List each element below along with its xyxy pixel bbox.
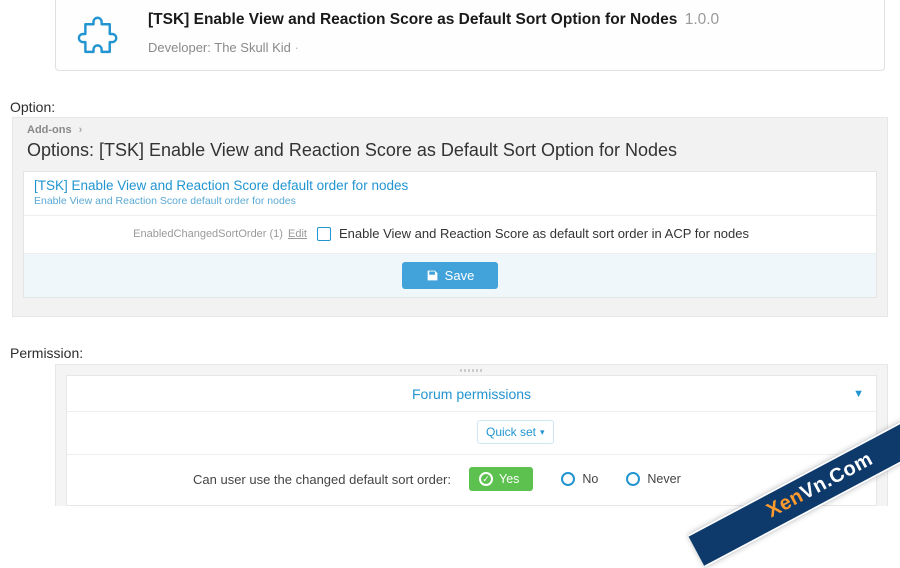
drag-handle-icon[interactable] bbox=[56, 365, 887, 375]
options-card: [TSK] Enable View and Reaction Score def… bbox=[23, 171, 877, 298]
option-label: Enable View and Reaction Score as defaul… bbox=[339, 226, 749, 241]
save-button[interactable]: Save bbox=[402, 262, 499, 289]
addon-title: [TSK] Enable View and Reaction Score as … bbox=[148, 10, 719, 30]
permission-option-never[interactable]: Never bbox=[626, 472, 680, 486]
section-label-permission: Permission: bbox=[10, 345, 900, 361]
option-row: EnabledChangedSortOrder (1) Edit Enable … bbox=[24, 216, 876, 254]
permission-row-label: Can user use the changed default sort or… bbox=[77, 472, 469, 487]
developer-name: The Skull Kid bbox=[214, 40, 291, 55]
quick-set-label: Quick set bbox=[486, 425, 536, 439]
save-button-label: Save bbox=[445, 268, 475, 283]
puzzle-icon bbox=[70, 8, 130, 56]
permission-no-label: No bbox=[582, 472, 598, 486]
radio-icon bbox=[561, 472, 575, 486]
permission-never-label: Never bbox=[647, 472, 680, 486]
check-circle-icon bbox=[479, 472, 493, 486]
permission-yes-label: Yes bbox=[499, 472, 519, 486]
addon-title-text: [TSK] Enable View and Reaction Score as … bbox=[148, 11, 677, 28]
section-label-option: Option: bbox=[10, 99, 900, 115]
permission-option-no[interactable]: No bbox=[561, 472, 598, 486]
options-heading: Options: [TSK] Enable View and Reaction … bbox=[13, 138, 887, 171]
option-key-cell: EnabledChangedSortOrder (1) Edit bbox=[34, 228, 317, 240]
options-panel: Add-ons › Options: [TSK] Enable View and… bbox=[12, 117, 888, 317]
save-icon bbox=[426, 269, 439, 282]
caret-down-icon: ▾ bbox=[540, 427, 545, 438]
option-group-subtitle: Enable View and Reaction Score default o… bbox=[34, 195, 866, 207]
breadcrumb-item[interactable]: Add-ons bbox=[27, 124, 72, 136]
breadcrumb[interactable]: Add-ons › bbox=[13, 118, 887, 138]
option-control: Enable View and Reaction Score as defaul… bbox=[317, 226, 749, 241]
developer-label: Developer: bbox=[148, 40, 211, 55]
option-group-title: [TSK] Enable View and Reaction Score def… bbox=[34, 178, 866, 193]
permission-options: Yes No Never bbox=[469, 467, 681, 491]
chevron-down-icon: ▼ bbox=[853, 388, 864, 400]
option-group-header[interactable]: [TSK] Enable View and Reaction Score def… bbox=[24, 172, 876, 216]
permission-row: Can user use the changed default sort or… bbox=[67, 455, 876, 505]
option-edit-link[interactable]: Edit bbox=[288, 228, 307, 240]
permission-section-title: Forum permissions bbox=[412, 386, 531, 402]
addon-header-card: [TSK] Enable View and Reaction Score as … bbox=[55, 0, 885, 71]
addon-developer: Developer: The Skull Kid bbox=[148, 40, 719, 55]
permission-option-yes[interactable]: Yes bbox=[469, 467, 533, 491]
option-checkbox[interactable] bbox=[317, 227, 331, 241]
save-row: Save bbox=[24, 254, 876, 297]
permission-panel: Forum permissions ▼ Quick set ▾ Can user… bbox=[55, 364, 888, 506]
radio-icon bbox=[626, 472, 640, 486]
permission-section-header[interactable]: Forum permissions ▼ bbox=[67, 376, 876, 412]
permission-card: Forum permissions ▼ Quick set ▾ Can user… bbox=[66, 375, 877, 506]
addon-version: 1.0.0 bbox=[685, 11, 719, 28]
option-key: EnabledChangedSortOrder (1) bbox=[133, 228, 283, 240]
permission-quickset-row: Quick set ▾ bbox=[67, 412, 876, 455]
quick-set-button[interactable]: Quick set ▾ bbox=[477, 420, 554, 444]
addon-header-text: [TSK] Enable View and Reaction Score as … bbox=[148, 8, 719, 55]
chevron-right-icon: › bbox=[79, 124, 83, 136]
